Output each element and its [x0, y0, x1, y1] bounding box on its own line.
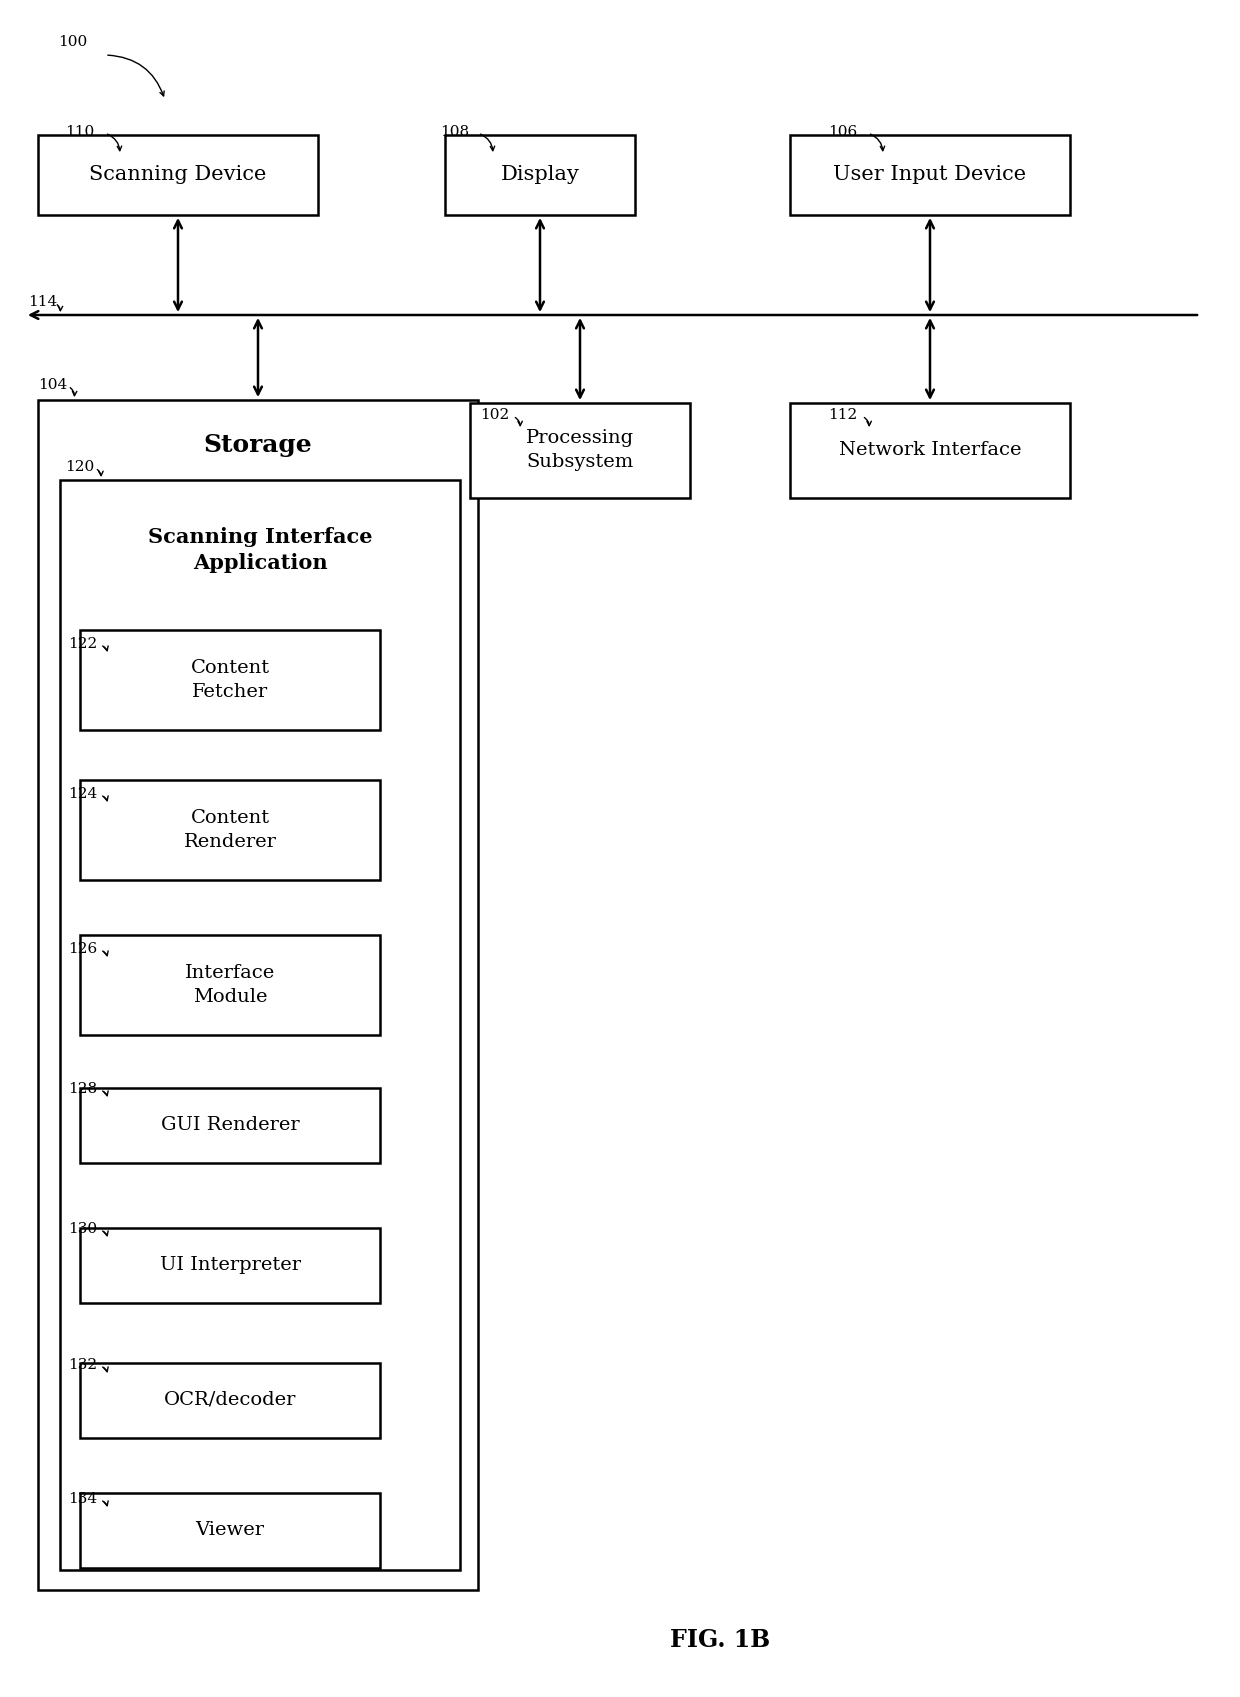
- Text: 110: 110: [64, 126, 94, 139]
- Text: Scanning Interface
Application: Scanning Interface Application: [148, 526, 372, 574]
- Bar: [790, 136, 1070, 216]
- Bar: [60, 480, 460, 1570]
- Text: Viewer: Viewer: [196, 1521, 264, 1539]
- Text: Storage: Storage: [203, 433, 312, 456]
- Text: 124: 124: [68, 787, 97, 801]
- Text: Content
Renderer: Content Renderer: [184, 809, 277, 850]
- Text: 112: 112: [828, 407, 857, 423]
- Text: Display: Display: [501, 166, 579, 185]
- Bar: [81, 781, 379, 881]
- Bar: [38, 136, 317, 216]
- Text: 130: 130: [68, 1222, 97, 1235]
- Text: 122: 122: [68, 636, 97, 652]
- Text: Scanning Device: Scanning Device: [89, 166, 267, 185]
- Text: 132: 132: [68, 1358, 97, 1371]
- Text: 120: 120: [64, 460, 94, 473]
- Text: 104: 104: [38, 378, 67, 392]
- Bar: [81, 1088, 379, 1162]
- Bar: [81, 935, 379, 1035]
- Bar: [81, 1229, 379, 1303]
- Text: 114: 114: [29, 295, 57, 309]
- Text: FIG. 1B: FIG. 1B: [670, 1627, 770, 1651]
- Bar: [470, 402, 689, 497]
- Bar: [445, 136, 635, 216]
- Text: 128: 128: [68, 1083, 97, 1096]
- Text: User Input Device: User Input Device: [833, 166, 1027, 185]
- Text: 100: 100: [58, 36, 87, 49]
- Text: GUI Renderer: GUI Renderer: [161, 1117, 299, 1134]
- Text: Processing
Subsystem: Processing Subsystem: [526, 429, 634, 470]
- Text: UI Interpreter: UI Interpreter: [160, 1256, 300, 1274]
- Text: Content
Fetcher: Content Fetcher: [191, 658, 269, 701]
- Bar: [81, 630, 379, 730]
- Text: 106: 106: [828, 126, 857, 139]
- Bar: [81, 1363, 379, 1437]
- Text: 102: 102: [480, 407, 510, 423]
- Bar: [790, 402, 1070, 497]
- Bar: [81, 1493, 379, 1568]
- Text: OCR/decoder: OCR/decoder: [164, 1392, 296, 1409]
- Text: 126: 126: [68, 942, 97, 955]
- Text: 134: 134: [68, 1492, 97, 1505]
- Bar: [38, 400, 477, 1590]
- Text: Interface
Module: Interface Module: [185, 964, 275, 1006]
- Text: 108: 108: [440, 126, 469, 139]
- Text: Network Interface: Network Interface: [838, 441, 1022, 458]
